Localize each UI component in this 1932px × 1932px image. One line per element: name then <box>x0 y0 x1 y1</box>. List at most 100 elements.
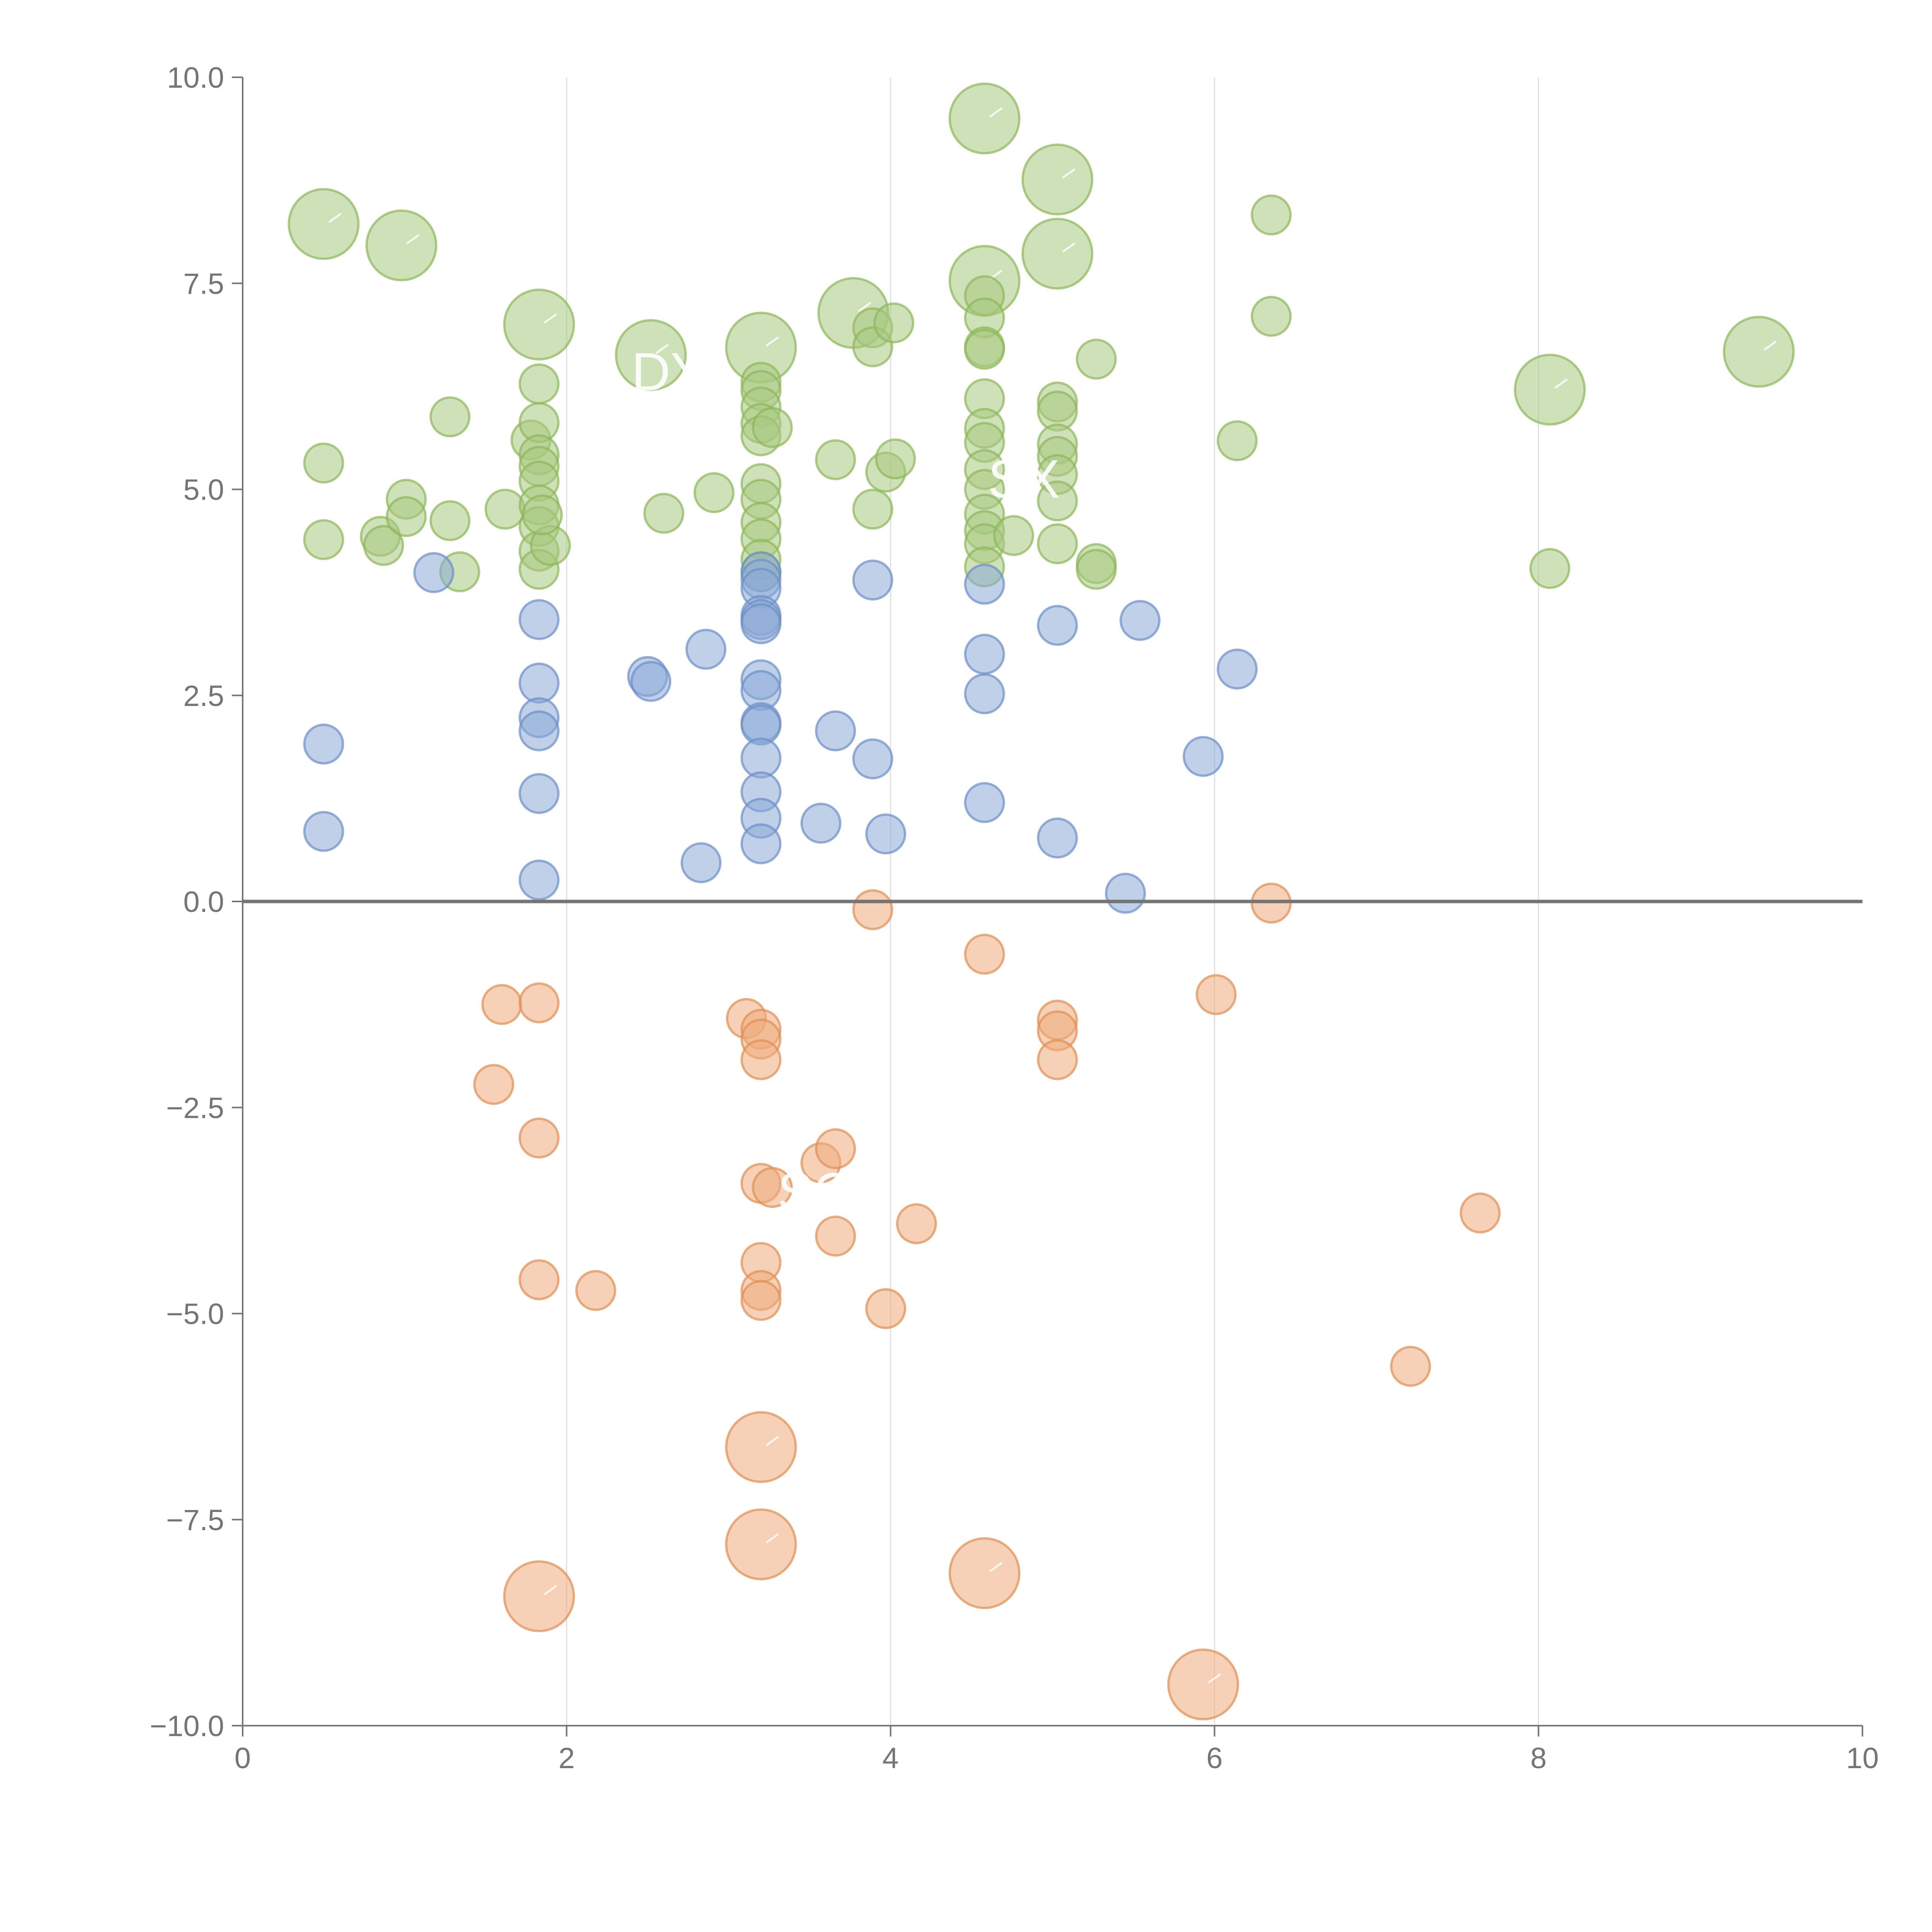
bubble-point <box>948 82 1020 155</box>
bubble-point <box>725 1411 797 1483</box>
bubble-glint <box>328 213 342 223</box>
bubble-point <box>643 493 684 534</box>
bubble-point <box>815 710 856 752</box>
y-tick-label: 5.0 <box>183 474 224 507</box>
bubble-point <box>519 1259 560 1301</box>
y-tick-label: −10.0 <box>150 1710 224 1743</box>
bubble-glint <box>765 1436 779 1446</box>
bubble-point <box>964 634 1005 675</box>
bubble-point <box>303 519 344 560</box>
bubble-point <box>865 813 906 855</box>
bubble-point <box>1390 1346 1431 1387</box>
bubble-point <box>429 396 471 437</box>
bubble-point <box>685 629 726 670</box>
y-tick-label: 0.0 <box>183 886 224 918</box>
bubble-point <box>1037 817 1078 859</box>
bubble-point <box>693 472 735 514</box>
bubble-point <box>896 1203 937 1245</box>
bubble-point <box>852 889 893 930</box>
y-tick-label: −7.5 <box>166 1504 224 1537</box>
bubble-point <box>413 552 454 593</box>
bubble-point <box>485 488 526 530</box>
bubble-point <box>503 288 575 361</box>
y-tick-label: −2.5 <box>166 1092 224 1124</box>
bubble-point <box>1196 974 1237 1015</box>
bubble-point <box>964 673 1005 714</box>
bubble-point <box>481 984 522 1025</box>
bubble-point <box>386 496 427 537</box>
bubble-point <box>1037 523 1078 565</box>
bubble-point <box>575 1270 616 1311</box>
bubble-point <box>1250 296 1292 337</box>
bubble-point <box>865 1288 906 1329</box>
bubble-point <box>1216 420 1258 461</box>
bubble-point <box>852 738 893 779</box>
x-tick-label: 8 <box>1530 1742 1546 1775</box>
bubble-point <box>993 515 1034 556</box>
bubble-glint <box>1062 242 1076 253</box>
bubble-glint <box>1208 1673 1221 1684</box>
bubble-point <box>1529 548 1570 589</box>
bubble-point <box>429 500 471 541</box>
bubble-point <box>852 488 893 530</box>
x-tick-label: 6 <box>1206 1742 1223 1775</box>
bubble-point <box>630 661 672 702</box>
bubble-point <box>1076 549 1117 590</box>
bubble-glint <box>544 313 557 324</box>
bubble-point <box>680 842 722 883</box>
bubble-point <box>519 363 560 405</box>
bubble-point <box>725 1508 797 1580</box>
bubble-point <box>740 823 782 864</box>
bubble-point <box>1459 1192 1501 1234</box>
bubble-glint <box>765 336 779 347</box>
bubble-point <box>740 603 782 645</box>
bubble-point <box>964 934 1005 975</box>
bubble-point <box>503 1560 575 1633</box>
bubble-glint <box>989 107 1003 118</box>
y-tick-label: 10.0 <box>167 61 224 94</box>
bubble-point <box>615 319 687 391</box>
bubble-layer <box>287 82 1795 1721</box>
bubble-point <box>1216 648 1258 690</box>
bubble-point <box>519 662 560 704</box>
x-tick-label: 10 <box>1846 1742 1879 1775</box>
bubble-point <box>875 438 916 480</box>
bubble-point <box>1105 872 1146 914</box>
bubble-point <box>740 1280 782 1321</box>
inner-label: SG <box>777 1162 855 1222</box>
bubble-point <box>800 803 842 844</box>
bubble-point <box>752 407 793 448</box>
bubble-point <box>1076 338 1117 380</box>
bubble-point <box>752 1167 793 1208</box>
bubble-glint <box>544 1585 557 1595</box>
x-tick-label: 2 <box>558 1742 575 1775</box>
bubble-point <box>519 1117 560 1159</box>
inner-label: DY <box>631 342 706 402</box>
bubble-glint <box>406 234 420 245</box>
x-tick-label: 4 <box>883 1742 899 1775</box>
bubble-point <box>873 302 915 344</box>
bubble-point <box>815 1128 856 1169</box>
bubble-point <box>365 209 437 282</box>
bubble-point <box>815 1215 856 1257</box>
bubble-point <box>303 811 344 852</box>
bubble-point <box>1037 480 1078 522</box>
bubble-point <box>519 982 560 1024</box>
bubble-point <box>1182 736 1224 777</box>
bubble-point <box>473 1064 514 1105</box>
bubble-point <box>815 439 856 480</box>
bubble-point <box>303 723 344 765</box>
inner-text-layer: DY SX SG <box>631 342 1060 1222</box>
bubble-point <box>519 859 560 901</box>
bubble-glint <box>858 302 871 312</box>
bubble-point <box>363 525 404 566</box>
bubble-point <box>948 1537 1020 1609</box>
bubble-point <box>1250 194 1292 236</box>
bubble-glint <box>1554 378 1568 389</box>
bubble-point <box>303 442 344 484</box>
bubble-point <box>1037 1039 1078 1080</box>
bubble-glint <box>1763 340 1777 351</box>
bubble-point <box>964 782 1005 823</box>
bubble-point <box>1119 600 1161 641</box>
